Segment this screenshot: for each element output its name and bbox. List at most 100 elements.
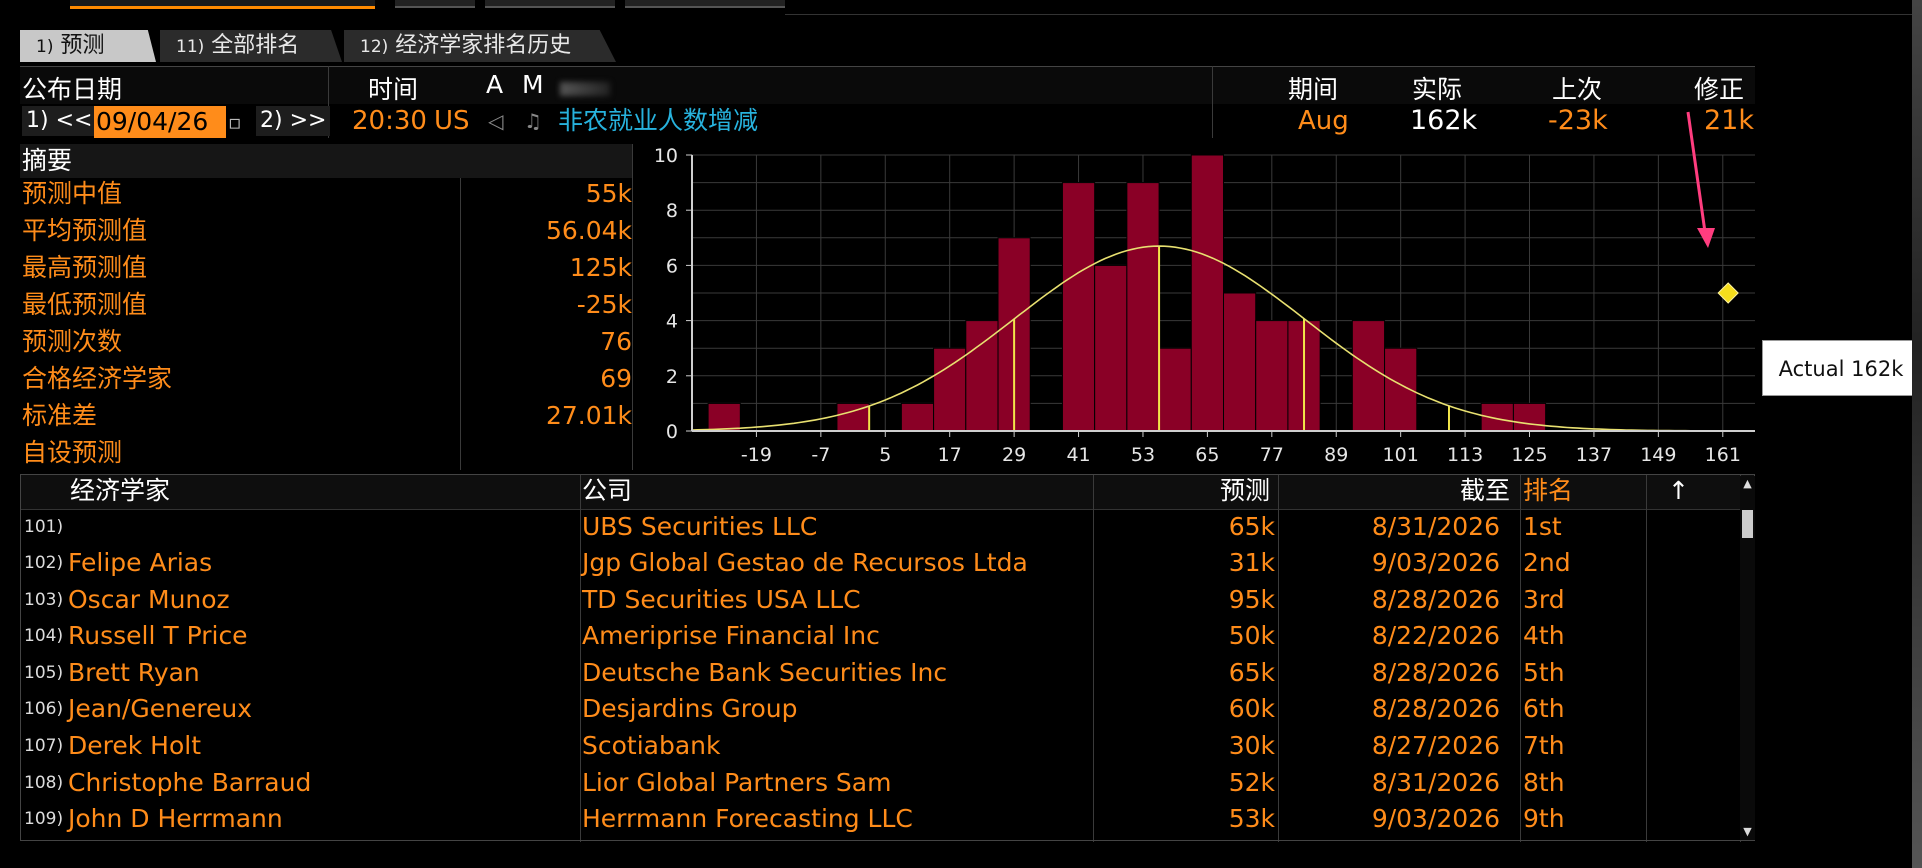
scrollbar-thumb[interactable] <box>1742 510 1753 538</box>
bell-icon[interactable]: ♫ <box>524 109 542 133</box>
summary-value: 76 <box>600 327 632 356</box>
tab-forecast[interactable]: 1) 预测 <box>20 30 156 62</box>
rank-column-header[interactable]: 排名 <box>1523 476 1574 505</box>
summary-label: 预测中值 <box>22 179 123 208</box>
forecast-value: 52k <box>1228 768 1275 797</box>
table-row[interactable]: 103) Oscar Munoz TD Securities USA LLC 95k 8… <box>20 582 1755 618</box>
histogram-bar <box>707 402 741 432</box>
top-tab-stub-2[interactable] <box>395 0 475 8</box>
x-tick-label: 77 <box>1260 444 1284 466</box>
tab-label: 预测 <box>60 33 105 58</box>
rank-value: 7th <box>1523 731 1565 760</box>
x-tick-label: 53 <box>1131 444 1155 466</box>
company-column-header[interactable]: 公司 <box>582 476 633 505</box>
rank-value: 6th <box>1523 694 1565 723</box>
prev-button[interactable]: 1) << <box>22 106 97 136</box>
summary-right-border <box>632 144 633 470</box>
company-name: Jgp Global Gestao de Recursos Ltda <box>582 548 1028 577</box>
company-name: Desjardins Group <box>582 694 798 723</box>
x-tick-label: 29 <box>1002 444 1026 466</box>
table-row[interactable]: 104) Russell T Price Ameriprise Financial … <box>20 618 1755 654</box>
histogram-bar <box>1190 154 1224 432</box>
x-tick-label: 65 <box>1195 444 1219 466</box>
company-name: Ameriprise Financial Inc <box>582 621 880 650</box>
summary-label: 标准差 <box>22 401 98 430</box>
table-row[interactable]: 108) Christophe Barraud Lior Global Partne… <box>20 765 1755 801</box>
forecast-column-header[interactable]: 预测 <box>1220 476 1271 505</box>
tab-label: 经济学家排名历史 <box>395 33 572 58</box>
calendar-icon[interactable]: ▫ <box>228 110 242 134</box>
rank-value: 2nd <box>1523 548 1571 577</box>
header-divider <box>328 66 329 138</box>
tab-all-rankings[interactable]: 11) 全部排名 <box>160 30 342 62</box>
x-tick-label: 137 <box>1576 444 1612 466</box>
table-row[interactable]: 109) John D Herrmann Herrmann Forecasting … <box>20 801 1755 837</box>
top-tab-stub-3[interactable] <box>485 0 615 8</box>
summary-title: 摘要 <box>22 146 73 175</box>
as-of-date: 9/03/2026 <box>1371 548 1500 577</box>
y-tick-label: 10 <box>654 145 678 167</box>
as-of-column-header[interactable]: 截至 <box>1460 476 1511 505</box>
speaker-icon[interactable]: ◁ <box>488 109 504 133</box>
chart-axes: -19 -7 5 17 29 41 53 65 77 89 101 113 125 137 149 161 0 2… <box>654 145 1755 466</box>
y-tick-label: 8 <box>666 200 678 222</box>
histogram-bar <box>1158 347 1192 432</box>
summary-title-bar <box>20 144 632 178</box>
forecast-value: 50k <box>1228 621 1275 650</box>
as-of-date: 8/27/2026 <box>1371 731 1500 760</box>
x-tick-label: 89 <box>1324 444 1348 466</box>
rank-value: 5th <box>1523 658 1565 687</box>
date-input[interactable]: 09/04/26 <box>94 106 226 138</box>
table-row[interactable]: 106) Jean/Genereux Desjardins Group 60k 8/28… <box>20 691 1755 727</box>
histogram-bar <box>1126 182 1160 432</box>
revised-header: 修正 <box>1694 75 1745 104</box>
top-tab-stub-4[interactable] <box>625 0 785 8</box>
forecast-value: 30k <box>1228 731 1275 760</box>
summary-row: 最低预测值 -25k <box>20 287 632 323</box>
top-tab-stub-1[interactable] <box>70 0 375 9</box>
sort-arrow-icon[interactable]: ↑ <box>1668 476 1689 505</box>
histogram-bar <box>1255 320 1289 432</box>
summary-divider <box>460 178 461 470</box>
scroll-up-icon[interactable]: ▲ <box>1743 477 1752 490</box>
date-value: 09/04/26 <box>96 107 209 136</box>
table-row[interactable]: 107) Derek Holt Scotiabank 30k 8/27/2026 7th <box>20 728 1755 764</box>
annotation-arrow-head <box>1697 228 1715 248</box>
economist-name: John D Herrmann <box>68 804 283 833</box>
economist-name: Brett Ryan <box>68 658 200 687</box>
x-tick-label: -19 <box>741 444 772 466</box>
table-row[interactable]: 105) Brett Ryan Deutsche Bank Securities I… <box>20 655 1755 691</box>
company-name: UBS Securities LLC <box>582 512 818 541</box>
table-row[interactable]: 102) Felipe Arias Jgp Global Gestao de Rec… <box>20 545 1755 581</box>
x-tick-label: 101 <box>1383 444 1419 466</box>
economist-name: Jean/Genereux <box>68 694 253 723</box>
economist-column-header[interactable]: 经济学家 <box>70 476 171 505</box>
event-title[interactable]: 非农就业人数增减 <box>558 106 759 135</box>
forecast-value: 65k <box>1228 658 1275 687</box>
event-time: 20:30 <box>352 106 427 136</box>
summary-row[interactable]: 自设预测 <box>20 435 632 471</box>
row-index: 107) <box>24 736 64 756</box>
scroll-down-icon[interactable]: ▼ <box>1743 825 1752 838</box>
next-button[interactable]: 2) >> <box>256 106 331 136</box>
table-row[interactable]: 101) UBS Securities LLC 65k 8/31/2026 1st <box>20 509 1755 545</box>
tab-ranking-history[interactable]: 12) 经济学家排名历史 <box>344 30 616 62</box>
event-prior: -23k <box>1548 105 1608 136</box>
x-tick-label: 41 <box>1066 444 1090 466</box>
forecast-value: 31k <box>1228 548 1275 577</box>
time-header: 时间 <box>368 75 419 104</box>
summary-row: 标准差 27.01k <box>20 398 632 434</box>
histogram-bar <box>1351 320 1386 432</box>
as-of-date: 8/31/2026 <box>1371 768 1500 797</box>
rank-value: 9th <box>1523 804 1565 833</box>
tab-number: 1) <box>36 37 54 57</box>
forecast-value: 65k <box>1228 512 1275 541</box>
header-bar <box>20 66 1755 104</box>
summary-label: 自设预测 <box>22 438 123 467</box>
x-tick-label: -7 <box>811 444 830 466</box>
column-divider <box>1520 474 1521 842</box>
scrollbar[interactable]: ▲ ▼ <box>1740 476 1755 840</box>
column-divider <box>1093 474 1094 842</box>
histogram-bar <box>1061 182 1096 432</box>
